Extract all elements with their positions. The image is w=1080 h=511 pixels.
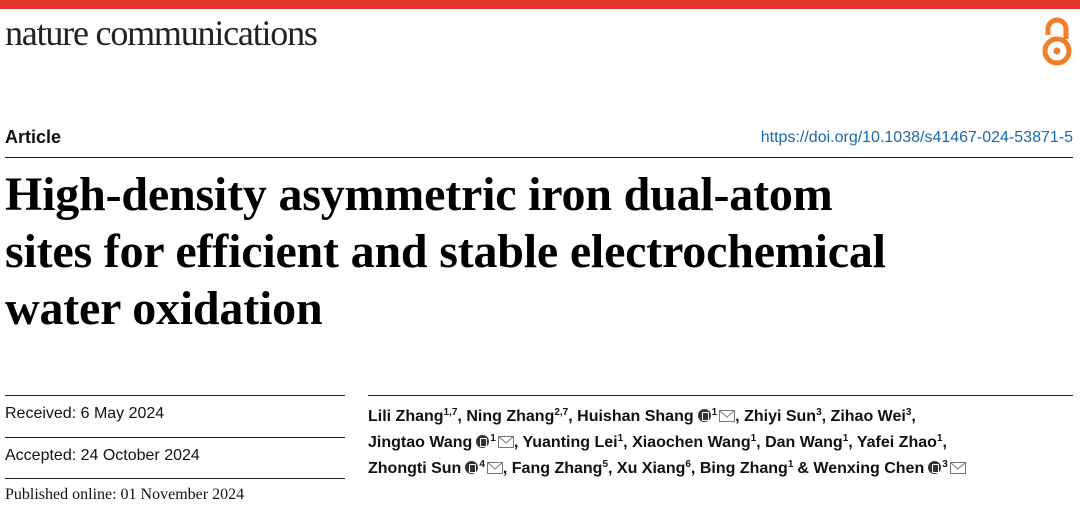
author-name: Dan Wang (765, 434, 843, 451)
author: Xiaochen Wang1, (632, 433, 761, 452)
author: Dan Wang1, (765, 433, 853, 452)
title-line: water oxidation (5, 282, 323, 335)
author-name: Xiaochen Wang (632, 434, 751, 451)
divider (5, 478, 345, 479)
divider (368, 395, 1073, 396)
author: Bing Zhang1 & (699, 459, 809, 478)
author: Yafei Zhao1, (856, 433, 947, 452)
affiliation: 4 (479, 459, 485, 470)
affiliation: 5 (602, 459, 608, 470)
affiliation: 3 (905, 407, 912, 418)
email-icon[interactable] (949, 462, 966, 474)
separator: , (821, 408, 827, 425)
author: Ning Zhang2,7, (466, 407, 573, 426)
affiliation: 1,7 (443, 407, 458, 418)
author: Zhiyi Sun3, (744, 407, 827, 426)
separator: , (457, 408, 462, 425)
orcid-icon (465, 461, 479, 474)
author-name: Zhiyi Sun (744, 408, 817, 425)
author-name: Bing Zhang (699, 460, 788, 477)
published-date: Published online: 01 November 2024 (5, 486, 245, 503)
affiliation: 3 (816, 407, 822, 418)
author: Zhongti Sun 4, (368, 459, 508, 478)
affiliation: 1 (617, 433, 624, 444)
author-name: Zhongti Sun (368, 460, 462, 477)
separator: , (942, 434, 947, 451)
author-name: Huishan Shang (577, 408, 694, 425)
separator: , (756, 434, 761, 451)
affiliation: 1 (711, 407, 718, 418)
author-name: Yuanting Lei (522, 434, 618, 451)
author-name: Xu Xiang (616, 460, 686, 477)
separator: , (735, 408, 740, 425)
orcid-icon (476, 435, 490, 448)
author-name: Ning Zhang (466, 408, 555, 425)
separator: , (568, 408, 573, 425)
divider (5, 395, 345, 396)
title-line: sites for efficient and stable electroch… (5, 225, 886, 278)
author-name: Jingtao Wang (368, 434, 473, 451)
separator: , (513, 434, 519, 451)
affiliation: 1 (490, 433, 496, 444)
separator: , (911, 408, 916, 425)
author: Fang Zhang5, (511, 459, 613, 478)
author-list: Lili Zhang1,7, Ning Zhang2,7, Huishan Sh… (368, 404, 1078, 482)
separator: & (797, 460, 809, 477)
article-type: Article (5, 127, 62, 147)
author-name: Wenxing Chen (813, 460, 925, 477)
open-access-icon (1042, 17, 1072, 66)
author: Jingtao Wang 1, (368, 433, 519, 452)
author-name: Lili Zhang (368, 408, 444, 425)
author-name: Zihao Wei (830, 408, 906, 425)
affiliation: 1 (750, 433, 757, 444)
journal-name: nature communications (5, 13, 318, 53)
accepted-date: Accepted: 24 October 2024 (5, 447, 200, 464)
affiliation: 1 (936, 433, 943, 444)
divider (5, 157, 1073, 158)
email-icon[interactable] (719, 410, 736, 422)
received-date: Received: 6 May 2024 (5, 405, 165, 422)
title-line: High-density asymmetric iron dual-atom (5, 168, 833, 221)
orcid-icon (697, 409, 711, 422)
author: Huishan Shang 1, (577, 407, 740, 426)
author: Wenxing Chen 3 (813, 459, 966, 477)
separator: , (848, 434, 853, 451)
author: Xu Xiang6, (616, 459, 696, 478)
orcid-icon (928, 461, 942, 474)
author: Zihao Wei3, (830, 407, 916, 426)
divider (5, 437, 345, 438)
author: Lili Zhang1,7, (368, 407, 462, 426)
doi-link[interactable]: https://doi.org/10.1038/s41467-024-53871… (760, 129, 1073, 146)
separator: , (623, 434, 628, 451)
affiliation: 1 (787, 459, 794, 470)
affiliation: 2,7 (554, 407, 569, 418)
top-bar (0, 0, 1080, 9)
author-name: Yafei Zhao (856, 434, 937, 451)
separator: , (690, 460, 696, 477)
author-name: Fang Zhang (511, 460, 603, 477)
email-icon[interactable] (486, 462, 503, 474)
affiliation: 1 (842, 433, 849, 444)
separator: , (608, 460, 613, 477)
affiliation: 6 (685, 459, 691, 470)
article-title: High-density asymmetric iron dual-atom s… (5, 166, 1080, 337)
separator: , (502, 460, 508, 477)
author: Yuanting Lei1, (522, 433, 628, 452)
affiliation: 3 (942, 459, 948, 470)
email-icon[interactable] (497, 436, 514, 448)
